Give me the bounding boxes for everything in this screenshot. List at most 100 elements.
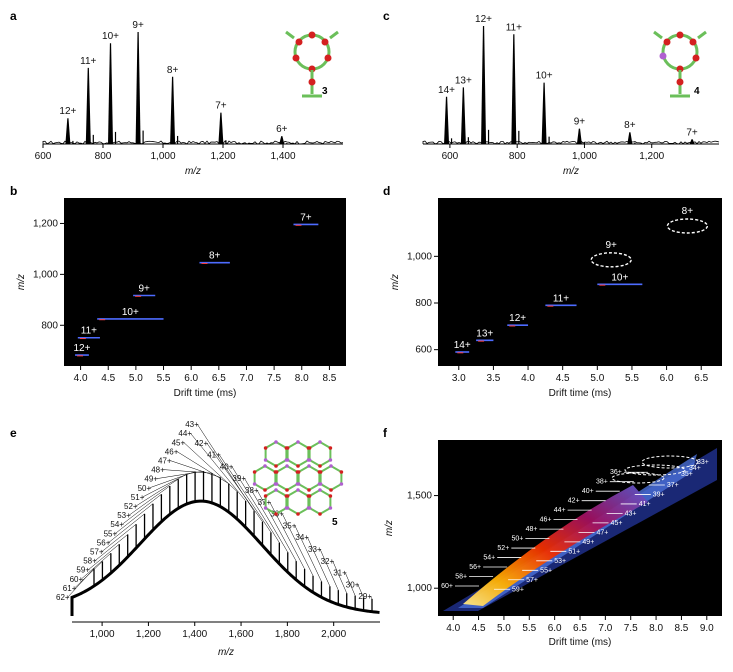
panel-label-b: b bbox=[10, 184, 17, 198]
lattice-hexagon bbox=[264, 440, 288, 468]
label-leader bbox=[156, 470, 204, 479]
x-tick-label: 4.0 bbox=[446, 623, 460, 634]
x-tick-label: 6.5 bbox=[694, 373, 708, 384]
x-tick-label: 1,200 bbox=[639, 151, 664, 162]
x-tick-label: 7.5 bbox=[267, 373, 281, 384]
lattice-node bbox=[296, 464, 300, 468]
x-tick-label: 8.5 bbox=[322, 373, 336, 384]
lattice-node bbox=[318, 488, 322, 492]
lattice-hexagon bbox=[286, 440, 310, 468]
peak-label: 10+ bbox=[536, 71, 553, 82]
charge-label: 59+ bbox=[76, 566, 90, 575]
label-leader bbox=[88, 544, 120, 570]
annotation-label: 50+ bbox=[511, 536, 523, 543]
dashed-ellipse bbox=[641, 455, 699, 469]
charge-label: 39+ bbox=[232, 474, 246, 483]
peak-label: 14+ bbox=[438, 85, 455, 96]
lattice-node bbox=[307, 494, 312, 498]
label-leader bbox=[142, 474, 187, 498]
spectrum-peak bbox=[460, 87, 466, 144]
drift-label: 11+ bbox=[81, 326, 97, 337]
annotation-label: 59+ bbox=[512, 586, 524, 593]
molecule-3-structure-icon bbox=[285, 30, 339, 98]
plot-background bbox=[438, 198, 722, 366]
charge-label: 41+ bbox=[207, 451, 221, 460]
lattice-node bbox=[296, 482, 301, 486]
x-tick-label: 1,600 bbox=[229, 629, 254, 640]
annotation-label: 40+ bbox=[582, 488, 594, 495]
annotation-label: 37+ bbox=[667, 482, 679, 489]
label-leader bbox=[370, 596, 373, 600]
label-leader bbox=[176, 451, 229, 484]
annotation-label: 41+ bbox=[639, 501, 651, 508]
annotation-label: 38+ bbox=[596, 479, 608, 486]
spectrum-peak bbox=[218, 112, 224, 144]
x-tick-label: 4.0 bbox=[74, 373, 88, 384]
annotation-label: 42+ bbox=[568, 498, 580, 505]
drift-label: 13+ bbox=[476, 328, 493, 339]
heat-core bbox=[463, 485, 648, 606]
annotation-label: 44+ bbox=[554, 507, 566, 514]
lattice-node bbox=[339, 470, 344, 474]
label-leader bbox=[129, 485, 170, 516]
peak-label: 6+ bbox=[276, 124, 288, 135]
spectrum-peak bbox=[576, 128, 582, 144]
panel-b-drift-plot: 4.0 4.5 5.0 5.5 6.0 6.5 7.0 7.5 8.0 8.5 800 1,000 1,… bbox=[16, 198, 346, 399]
y-tick-label: 1,000 bbox=[33, 269, 58, 280]
annotation-label: 58+ bbox=[455, 574, 467, 581]
lattice-node bbox=[296, 512, 300, 516]
lattice-hexagon bbox=[308, 488, 332, 516]
charge-label: 30+ bbox=[346, 580, 360, 589]
label-leader bbox=[135, 478, 179, 507]
x-tick-label: 8.0 bbox=[295, 373, 309, 384]
annotation-label: 47+ bbox=[596, 529, 608, 536]
peak-label: 8+ bbox=[624, 120, 636, 131]
lattice-hexagon bbox=[275, 464, 299, 492]
x-tick-label: 600 bbox=[35, 151, 52, 162]
label-leader bbox=[169, 460, 221, 478]
x-axis-label: m/z bbox=[218, 647, 234, 658]
panel-c-mass-spectrum: 600 800 1,000 1,200 m/z 14+13+ 12+ 11+ 10+ 9+ 8+ 7+ bbox=[422, 14, 720, 177]
x-tick-label: 6.0 bbox=[548, 623, 562, 634]
lattice-node bbox=[263, 488, 267, 492]
x-tick-label: 600 bbox=[442, 151, 459, 162]
annotation-label: 57+ bbox=[526, 577, 538, 584]
label-leader bbox=[190, 433, 246, 502]
lattice-node bbox=[274, 464, 278, 468]
lattice-node bbox=[328, 458, 333, 462]
lattice-node bbox=[296, 440, 300, 444]
lattice-node bbox=[263, 506, 268, 510]
label-leader bbox=[122, 494, 162, 525]
lattice-node bbox=[274, 482, 279, 486]
peak-label: 10+ bbox=[102, 31, 119, 42]
x-axis-label: m/z bbox=[185, 166, 201, 177]
lattice-node bbox=[274, 440, 278, 444]
drift-label: 7+ bbox=[300, 212, 312, 223]
y-tick-label: 600 bbox=[415, 345, 432, 356]
drift-label: 12+ bbox=[509, 313, 526, 324]
x-tick-label: 7.5 bbox=[624, 623, 638, 634]
lattice-node bbox=[263, 446, 268, 450]
annotation-label: 39+ bbox=[653, 491, 665, 498]
label-leader bbox=[81, 553, 112, 579]
annotation-label: 54+ bbox=[483, 555, 495, 562]
x-tick-label: 7.0 bbox=[240, 373, 254, 384]
label-leader bbox=[115, 503, 154, 534]
charge-label: 40+ bbox=[220, 462, 234, 471]
x-tick-label: 5.0 bbox=[129, 373, 143, 384]
drift-label: 12+ bbox=[73, 343, 90, 354]
x-tick-label: 1,200 bbox=[136, 629, 161, 640]
compound-4-label: 4 bbox=[694, 86, 700, 97]
annotation-label: 49+ bbox=[582, 539, 594, 546]
lattice-node bbox=[307, 458, 312, 462]
lattice-hexagon bbox=[253, 464, 277, 492]
lattice-node bbox=[307, 488, 311, 492]
peak-label: 13+ bbox=[455, 75, 472, 86]
x-tick-label: 1,200 bbox=[210, 151, 235, 162]
label-leader bbox=[206, 442, 263, 522]
label-leader bbox=[344, 572, 356, 596]
lattice-node bbox=[252, 470, 257, 474]
charge-label: 61+ bbox=[63, 584, 77, 593]
charge-label: 60+ bbox=[70, 575, 84, 584]
drift-label: 8+ bbox=[209, 251, 221, 262]
